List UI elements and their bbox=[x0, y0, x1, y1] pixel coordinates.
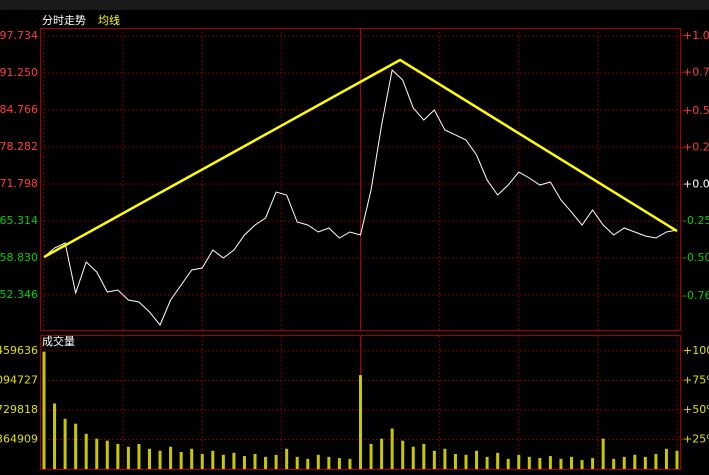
y2-tick-label: +50% bbox=[683, 403, 709, 416]
volume-bar bbox=[411, 446, 415, 469]
y2-tick-label: +100% bbox=[683, 344, 709, 357]
volume-bar bbox=[84, 433, 88, 469]
y-tick-label: 652.346 bbox=[0, 288, 38, 301]
volume-bar bbox=[221, 454, 225, 469]
y-tick-label: 678.282 bbox=[0, 140, 38, 153]
volume-bar bbox=[137, 443, 141, 469]
volume-bar bbox=[496, 452, 500, 469]
volume-bar bbox=[548, 456, 552, 469]
volume-bar bbox=[390, 428, 394, 469]
y2-tick-label: -0.76% bbox=[683, 289, 709, 302]
volume-bar bbox=[601, 438, 605, 469]
volume-bar bbox=[63, 418, 67, 469]
y-tick-label: 1094727 bbox=[0, 373, 38, 386]
volume-bar bbox=[348, 458, 352, 469]
volume-bar bbox=[42, 351, 46, 469]
volume-bar bbox=[401, 440, 405, 469]
volume-bar bbox=[190, 448, 194, 469]
volume-bar bbox=[664, 448, 668, 469]
y-tick-label: 658.830 bbox=[0, 251, 38, 264]
volume-bar bbox=[622, 456, 626, 469]
volume-frame bbox=[40, 335, 681, 470]
volume-bar bbox=[74, 423, 78, 469]
y-tick-label: 691.250 bbox=[0, 66, 38, 79]
volume-bar bbox=[95, 438, 99, 469]
y-tick-label: 697.734 bbox=[0, 29, 38, 42]
y-tick-label: 665.314 bbox=[0, 214, 38, 227]
volume-bar bbox=[126, 446, 130, 469]
volume-bar bbox=[633, 454, 637, 469]
volume-bar bbox=[232, 452, 236, 469]
y-tick-label: 364909 bbox=[0, 432, 38, 445]
volume-bar bbox=[369, 443, 373, 469]
volume-bar bbox=[327, 456, 331, 469]
y-tick-label: 1459636 bbox=[0, 344, 38, 357]
volume-bar bbox=[179, 452, 183, 469]
volume-bar bbox=[570, 456, 573, 469]
volume-bar bbox=[485, 456, 489, 469]
volume-bar bbox=[527, 456, 531, 469]
volume-bar bbox=[264, 456, 268, 469]
volume-bar bbox=[538, 458, 542, 469]
y2-tick-label: +0.25% bbox=[683, 141, 709, 154]
y2-tick-label: +0.00% bbox=[683, 177, 709, 190]
volume-bar bbox=[105, 440, 109, 469]
y2-tick-label: +75% bbox=[683, 373, 709, 386]
volume-bar bbox=[253, 454, 257, 469]
volume-bar bbox=[169, 446, 173, 469]
top-strip bbox=[0, 0, 709, 10]
y2-tick-label: +25% bbox=[683, 432, 709, 445]
chart-title: 成交量 bbox=[42, 334, 75, 348]
volume-bar bbox=[148, 448, 151, 469]
volume-bar bbox=[200, 454, 204, 469]
legend-entry: 分时走势 bbox=[42, 14, 86, 27]
volume-bar bbox=[517, 454, 521, 469]
y2-tick-label: +0.76% bbox=[683, 66, 709, 79]
volume-bar bbox=[422, 443, 426, 469]
price-line bbox=[43, 68, 678, 326]
y2-tick-label: -0.50% bbox=[683, 251, 709, 264]
average-line bbox=[43, 58, 678, 259]
y-tick-label: 729818 bbox=[0, 403, 38, 416]
volume-bar bbox=[380, 438, 384, 469]
volume-bar bbox=[337, 458, 341, 469]
volume-bar bbox=[316, 454, 320, 469]
volume-bar bbox=[116, 443, 120, 469]
volume-bar bbox=[591, 458, 595, 469]
volume-bar bbox=[475, 450, 479, 469]
volume-bar bbox=[285, 448, 289, 469]
y-tick-label: 671.798 bbox=[0, 177, 38, 190]
volume-bar bbox=[453, 454, 457, 469]
volume-bar bbox=[359, 375, 362, 469]
y2-tick-label: -0.25% bbox=[683, 214, 709, 227]
volume-bar bbox=[654, 454, 658, 469]
volume-bar bbox=[211, 450, 215, 469]
volume-bar bbox=[306, 458, 310, 469]
volume-bar bbox=[506, 458, 510, 469]
volume-bar bbox=[580, 460, 584, 469]
volume-bar bbox=[242, 456, 246, 469]
volume-bar bbox=[612, 458, 616, 469]
y2-tick-label: +0.50% bbox=[683, 104, 709, 117]
volume-bar bbox=[464, 454, 468, 469]
volume-bar bbox=[274, 454, 278, 469]
volume-bar bbox=[295, 456, 299, 469]
volume-bar bbox=[158, 450, 162, 469]
volume-bar bbox=[675, 450, 679, 469]
volume-bar bbox=[432, 450, 436, 469]
volume-bar bbox=[443, 448, 447, 469]
volume-bar bbox=[53, 403, 57, 469]
y-tick-label: 684.766 bbox=[0, 103, 38, 116]
y2-tick-label: +1.01% bbox=[683, 29, 709, 42]
volume-bar bbox=[643, 456, 647, 469]
volume-bar bbox=[559, 458, 563, 469]
legend-entry: 均线 bbox=[98, 13, 120, 27]
